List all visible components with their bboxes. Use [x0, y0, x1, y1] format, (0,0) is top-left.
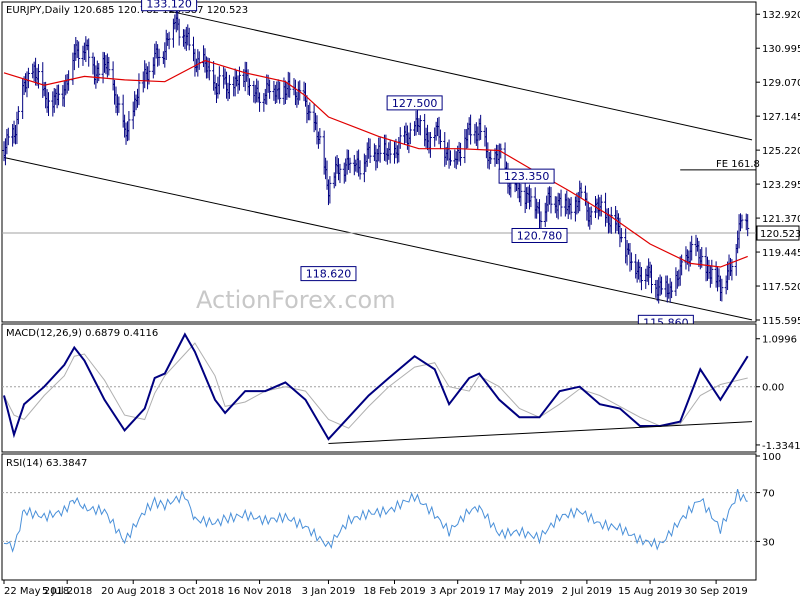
rsi-panel-title: RSI(14) 63.3847 — [6, 458, 87, 469]
macd-panel — [1, 323, 757, 453]
trend-line — [168, 10, 753, 141]
price-callout-label: 120.780 — [517, 229, 563, 242]
x-tick-label: 16 Nov 2018 — [228, 586, 292, 597]
macd-tick-label: 1.0996 — [762, 335, 797, 346]
rsi-tick-label: 70 — [762, 489, 775, 500]
price-tick-label: 125.220 — [762, 146, 800, 157]
last-price-value: 120.523 — [760, 229, 800, 240]
price-tick-label: 132.920 — [762, 10, 800, 21]
macd-layer: 1.0996 0.00 -1.3341 — [2, 332, 800, 452]
price-callout-label: 123.350 — [504, 170, 550, 183]
price-layer: 132.920 130.995 129.070 127.145 125.220 123.2… — [2, 0, 800, 330]
x-tick-label: 2 Jul 2019 — [562, 586, 612, 597]
x-tick-label: 22 May 2018 — [4, 586, 69, 597]
rsi-tick-label: 100 — [762, 452, 781, 463]
price-tick-label: 129.070 — [762, 78, 800, 89]
x-tick-label: 3 Jan 2019 — [302, 586, 356, 597]
x-tick-label: 15 Aug 2019 — [618, 586, 682, 597]
x-tick-label: 3 Oct 2018 — [169, 586, 224, 597]
x-tick-label: 5 Jul 2018 — [42, 586, 92, 597]
rsi-panel — [1, 453, 757, 581]
macd-trend-line — [328, 421, 753, 444]
price-callout-box — [386, 95, 443, 111]
rsi-line — [3, 488, 748, 553]
price-tick-label: 130.995 — [762, 44, 800, 55]
macd-signal-line — [3, 342, 748, 429]
last-price-badge — [756, 225, 800, 241]
watermark: ActionForex.com — [196, 286, 396, 314]
price-callout-label: 118.620 — [306, 268, 352, 281]
x-tick-label: 30 Sep 2019 — [684, 586, 747, 597]
price-callout-box — [498, 168, 555, 184]
price-tick-label: 123.295 — [762, 180, 800, 191]
price-tick-label: 117.520 — [762, 282, 800, 293]
moving-average-line — [3, 59, 748, 268]
x-tick-label: 18 Feb 2019 — [363, 586, 425, 597]
fe-projection-label: FE 161.8 — [716, 159, 760, 170]
price-callout-label: 133.120 — [146, 0, 192, 11]
price-callout-box — [511, 227, 568, 243]
rsi-layer: 100 70 30 — [2, 452, 781, 553]
x-tick-label: 17 May 2019 — [488, 586, 553, 597]
x-tick-label: 20 Aug 2018 — [101, 586, 165, 597]
price-tick-label: 119.445 — [762, 248, 800, 259]
price-tick-label: 115.595 — [762, 316, 800, 327]
price-tick-label: 127.145 — [762, 112, 800, 123]
price-callout-box — [141, 0, 198, 12]
price-callout-box — [300, 266, 357, 282]
macd-tick-label: -1.3341 — [762, 441, 800, 452]
x-tick-label: 3 Apr 2019 — [430, 586, 485, 597]
macd-tick-label: 0.00 — [762, 383, 784, 394]
price-panel-title: EURJPY,Daily 120.685 120.782 120.387 120… — [6, 5, 248, 16]
price-callout-label: 127.500 — [392, 97, 438, 110]
rsi-tick-label: 30 — [762, 537, 775, 548]
price-panel — [1, 1, 757, 323]
trend-line — [3, 157, 753, 321]
price-tick-label: 121.370 — [762, 214, 800, 225]
macd-line — [3, 332, 749, 441]
macd-panel-title: MACD(12,26,9) 0.6879 0.4116 — [6, 328, 158, 339]
